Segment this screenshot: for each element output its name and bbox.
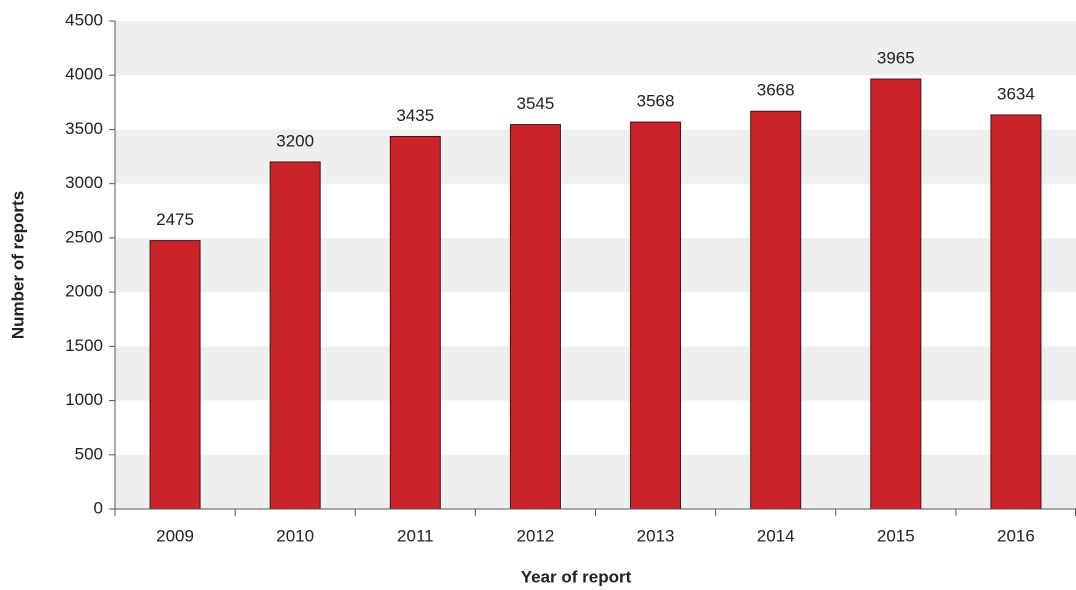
grid-band xyxy=(115,346,1076,401)
value-label: 3200 xyxy=(276,131,314,150)
value-label: 3634 xyxy=(997,84,1035,103)
x-tick-label: 2013 xyxy=(637,526,675,545)
y-tick-label: 4500 xyxy=(65,10,103,29)
y-tick-label: 2000 xyxy=(65,282,103,301)
value-label: 3435 xyxy=(396,106,434,125)
value-label: 2475 xyxy=(156,210,194,229)
y-tick-label: 1500 xyxy=(65,336,103,355)
bar xyxy=(149,240,201,510)
bar xyxy=(509,124,561,510)
bar xyxy=(630,121,682,510)
value-label: 3668 xyxy=(757,81,795,100)
x-tick-label: 2009 xyxy=(156,526,194,545)
y-tick-label: 2500 xyxy=(65,227,103,246)
y-tick-label: 1000 xyxy=(65,390,103,409)
y-tick-label: 500 xyxy=(75,444,103,463)
y-axis-title: Number of reports xyxy=(8,191,27,339)
value-label: 3965 xyxy=(877,49,915,68)
x-tick-label: 2011 xyxy=(397,526,434,545)
bar xyxy=(750,110,802,510)
y-tick-label: 4000 xyxy=(65,65,103,84)
y-tick-label: 3000 xyxy=(65,173,103,192)
grid-band xyxy=(115,454,1076,509)
y-tick-label: 0 xyxy=(94,498,103,517)
bar xyxy=(269,161,321,510)
bar xyxy=(389,135,441,510)
x-tick-label: 2010 xyxy=(276,526,314,545)
bar xyxy=(870,78,922,510)
x-tick-label: 2015 xyxy=(877,526,915,545)
x-tick-label: 2012 xyxy=(517,526,555,545)
y-tick-label: 3500 xyxy=(65,119,103,138)
grid-band xyxy=(115,129,1076,184)
value-label: 3568 xyxy=(637,92,675,111)
x-axis-title: Year of report xyxy=(521,567,632,586)
x-tick-label: 2014 xyxy=(757,526,795,545)
value-label: 3545 xyxy=(517,94,555,113)
grid-band xyxy=(115,21,1076,76)
bar xyxy=(990,114,1042,510)
grid-band xyxy=(115,237,1076,293)
x-tick-label: 2016 xyxy=(997,526,1035,545)
